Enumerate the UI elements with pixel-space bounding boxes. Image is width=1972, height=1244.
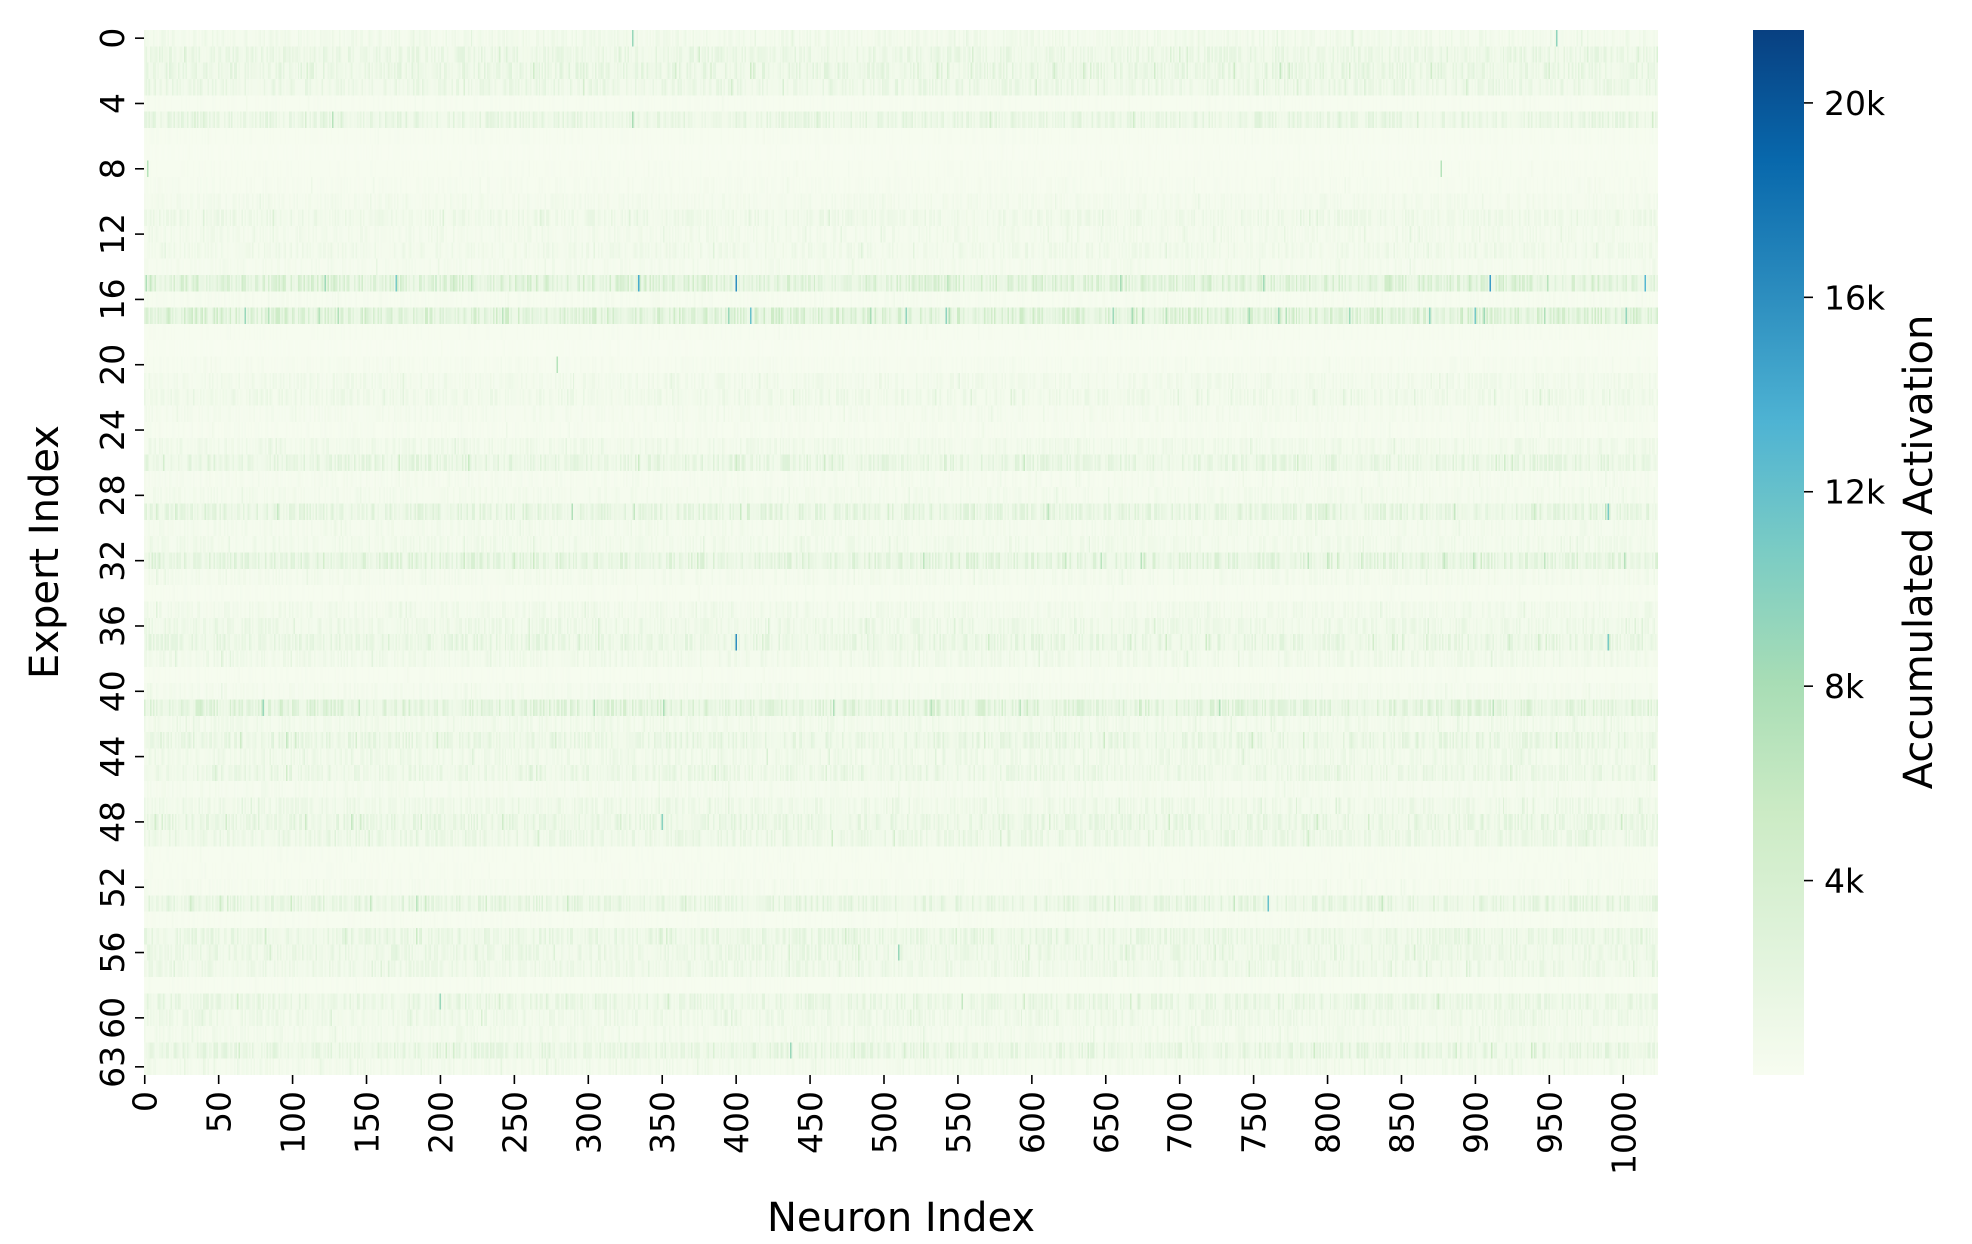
colorbar-tick-label: 4k [1824, 862, 1865, 901]
x-tick-label: 100 [274, 1091, 313, 1154]
x-tick-label: 300 [569, 1091, 608, 1154]
y-tick-label: 8 [93, 158, 132, 179]
x-tick-label: 0 [126, 1091, 165, 1112]
x-tick-label: 750 [1235, 1091, 1274, 1154]
y-tick-label: 56 [93, 932, 132, 974]
x-tick-label: 950 [1530, 1091, 1569, 1154]
y-tick-label: 44 [93, 736, 132, 778]
y-tick-label: 40 [93, 670, 132, 712]
x-axis-ticks: 0 50 100 150 200 250 300 350 400 450 500 550 600 650 7… [126, 1075, 1643, 1175]
x-tick-label: 350 [643, 1091, 682, 1154]
colorbar-tick-label: 8k [1824, 667, 1865, 706]
x-tick-label: 700 [1161, 1091, 1200, 1154]
y-tick-label: 28 [93, 474, 132, 516]
x-tick-label: 900 [1456, 1091, 1495, 1154]
colorbar-tick-label: 12k [1824, 473, 1886, 512]
x-tick-label: 250 [495, 1091, 534, 1154]
x-tick-label: 650 [1087, 1091, 1126, 1154]
x-tick-label: 150 [348, 1091, 387, 1154]
x-tick-label: 550 [939, 1091, 978, 1154]
x-tick-label: 600 [1013, 1091, 1052, 1154]
y-axis-label: Expert Index [22, 425, 68, 679]
x-tick-label: 400 [717, 1091, 756, 1154]
y-tick-label: 16 [93, 278, 132, 320]
x-tick-label: 200 [421, 1091, 460, 1154]
y-tick-label: 4 [93, 93, 132, 114]
y-tick-label: 32 [93, 540, 132, 582]
y-tick-label: 36 [93, 605, 132, 647]
colorbar-ticks: 4k 8k 12k 16k 20k [1804, 84, 1886, 901]
y-tick-label: 52 [93, 866, 132, 908]
y-tick-label: 48 [93, 801, 132, 843]
colorbar-label: Accumulated Activation [1896, 315, 1942, 790]
x-tick-label: 1000 [1604, 1091, 1643, 1175]
x-tick-label: 450 [791, 1091, 830, 1154]
x-tick-label: 800 [1309, 1091, 1348, 1154]
x-tick-label: 500 [865, 1091, 904, 1154]
colorbar-tick-label: 20k [1824, 84, 1886, 123]
x-tick-label: 50 [200, 1091, 239, 1133]
heatmap-cells [144, 30, 1658, 1075]
colorbar-tick-label: 16k [1824, 278, 1886, 317]
colorbar [1753, 30, 1804, 1075]
y-tick-label: 20 [93, 344, 132, 386]
x-tick-label: 850 [1382, 1091, 1421, 1154]
y-tick-label: 12 [93, 213, 132, 255]
y-tick-label: 60 [93, 997, 132, 1039]
y-tick-label: 63 [93, 1046, 132, 1088]
y-tick-label: 24 [93, 409, 132, 451]
x-axis-label: Neuron Index [767, 1195, 1035, 1241]
y-tick-label: 0 [93, 28, 132, 49]
